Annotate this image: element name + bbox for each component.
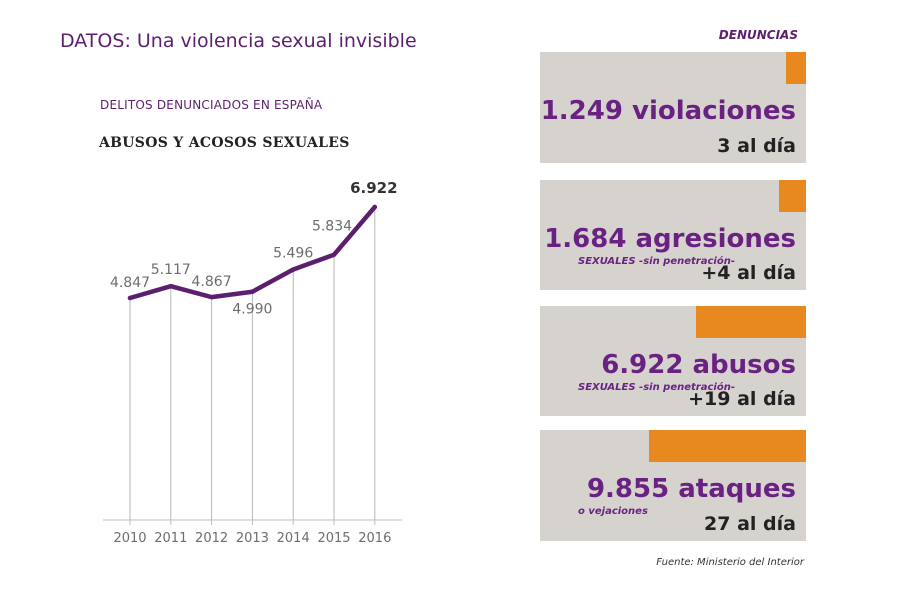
chart-subtitle: DELITOS DENUNCIADOS EN ESPAÑA bbox=[100, 98, 323, 112]
x-tick-label: 2016 bbox=[358, 531, 391, 546]
stat-card-agresiones: 1.684 agresiones SEXUALES -sin penetraci… bbox=[540, 180, 806, 290]
stat-card-sub: SEXUALES -sin penetración- bbox=[578, 382, 735, 393]
page-title: DATOS: Una violencia sexual invisible bbox=[60, 30, 417, 52]
data-point bbox=[168, 283, 173, 289]
data-label: 5.117 bbox=[151, 262, 191, 278]
data-point bbox=[372, 204, 377, 210]
data-label: 5.834 bbox=[312, 219, 352, 235]
x-tick-label: 2013 bbox=[236, 531, 269, 546]
stat-card-rate: 3 al día bbox=[717, 135, 796, 157]
stat-card-ataques: 9.855 ataques o vejaciones 27 al día bbox=[540, 430, 806, 541]
data-point bbox=[250, 289, 255, 294]
stat-card-rate: +4 al día bbox=[701, 262, 796, 284]
stat-card-main: 9.855 ataques bbox=[586, 474, 796, 504]
data-label: 4.867 bbox=[192, 274, 232, 290]
stat-card-main: 6.922 abusos bbox=[601, 350, 796, 380]
x-tick-label: 2010 bbox=[113, 531, 146, 546]
source-note: Fuente: Ministerio del Interior bbox=[656, 557, 804, 568]
stat-card-sub: o vejaciones bbox=[578, 506, 648, 517]
x-tick-label: 2015 bbox=[317, 531, 350, 546]
panel-heading: DENUNCIAS bbox=[718, 28, 798, 42]
data-point bbox=[127, 295, 133, 301]
data-point bbox=[209, 294, 214, 300]
chart-title: ABUSOS Y ACOSOS SEXUALES bbox=[99, 135, 350, 151]
stat-card-main: 1.684 agresiones bbox=[544, 224, 796, 254]
x-tick-label: 2012 bbox=[195, 531, 228, 546]
data-label: 4.847 bbox=[110, 275, 150, 291]
data-label: 5.496 bbox=[273, 246, 313, 262]
stat-card-sub: SEXUALES -sin penetración- bbox=[578, 256, 735, 267]
data-label: 6.922 bbox=[350, 179, 397, 197]
data-point bbox=[291, 267, 296, 272]
stat-card-bar bbox=[696, 306, 806, 338]
stat-card-bar bbox=[649, 430, 806, 462]
stat-card-violaciones: 1.249 violaciones 3 al día bbox=[540, 52, 806, 163]
stat-card-bar bbox=[786, 52, 806, 84]
stat-card-main: 1.249 violaciones bbox=[540, 96, 796, 126]
stat-card-rate: +19 al día bbox=[688, 388, 796, 410]
stat-card-rate: 27 al día bbox=[704, 513, 796, 535]
data-point bbox=[331, 252, 337, 257]
x-tick-label: 2011 bbox=[154, 531, 187, 546]
data-label: 4.990 bbox=[232, 302, 272, 318]
stat-card-bar bbox=[779, 180, 806, 212]
stat-card-abusos: 6.922 abusos SEXUALES -sin penetración- … bbox=[540, 306, 806, 416]
x-tick-label: 2014 bbox=[277, 531, 310, 546]
